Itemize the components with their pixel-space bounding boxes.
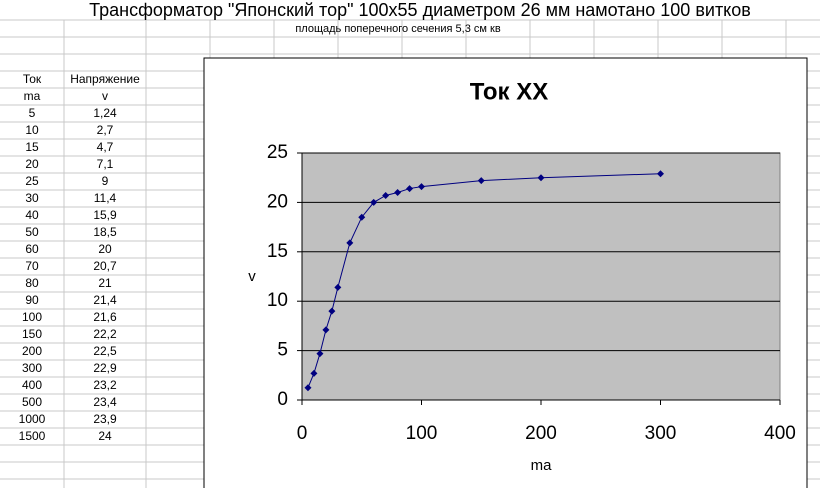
cell: 40 [25, 208, 39, 222]
cell: 50 [25, 225, 39, 239]
y-tick-label: 20 [267, 191, 288, 212]
cell: 200 [22, 344, 42, 358]
y-axis-label: v [248, 268, 256, 285]
cell: 15 [25, 140, 39, 154]
cell: 20 [25, 157, 39, 171]
cell: 1000 [19, 412, 46, 426]
cell: 70 [25, 259, 39, 273]
column-unit: ma [24, 89, 41, 103]
y-tick-label: 15 [267, 241, 288, 262]
cell: 30 [25, 191, 39, 205]
sheet-subtitle: площадь поперечного сечения 5,3 см кв [295, 23, 500, 35]
cell: 5 [29, 106, 36, 120]
sheet-title: Трансформатор "Японский тор" 100x55 диам… [89, 0, 751, 20]
data-point [537, 174, 545, 182]
cell: 4,7 [97, 140, 114, 154]
cell: 7,1 [97, 157, 114, 171]
cell: 22,5 [93, 344, 117, 358]
cell: 1500 [19, 429, 46, 443]
x-tick-label: 400 [764, 423, 796, 444]
cell: 500 [22, 395, 42, 409]
cell: 21,4 [93, 293, 117, 307]
cell: 100 [22, 310, 42, 324]
data-point [304, 384, 312, 392]
cell: 1,24 [93, 106, 117, 120]
cell: 20 [98, 242, 112, 256]
cell: 21,6 [93, 310, 117, 324]
data-point [418, 183, 425, 191]
cell: 9 [102, 174, 109, 188]
cell: 25 [25, 174, 39, 188]
data-point [477, 177, 485, 185]
cell: 15,9 [93, 208, 117, 222]
cell: 21 [98, 276, 112, 290]
cell: 11,4 [94, 191, 117, 205]
y-tick-label: 10 [267, 290, 288, 311]
x-tick-label: 200 [525, 423, 557, 444]
column-header: Напряжение [70, 72, 140, 86]
column-header: Ток [23, 72, 42, 86]
plot-area [301, 152, 781, 401]
x-axis-label: ma [531, 457, 552, 474]
cell: 2,7 [97, 123, 114, 137]
cell: 23,2 [93, 378, 117, 392]
data-point [346, 239, 354, 247]
data-point [406, 185, 414, 193]
cell: 300 [22, 361, 42, 375]
cell: 10 [25, 123, 39, 137]
column-unit: v [102, 89, 108, 103]
cell: 150 [22, 327, 42, 341]
data-point [370, 198, 378, 206]
data-point [316, 350, 324, 358]
y-tick-label: 5 [277, 340, 288, 361]
x-tick-label: 100 [406, 423, 438, 444]
x-tick-label: 0 [297, 423, 308, 444]
cell: 22,9 [93, 361, 117, 375]
data-point [334, 283, 342, 291]
cell: 90 [25, 293, 39, 307]
data-point [382, 191, 390, 199]
cell: 400 [22, 378, 42, 392]
x-tick-label: 300 [645, 423, 677, 444]
data-point [358, 213, 366, 221]
chart-title: Ток XX [470, 78, 549, 105]
y-tick-label: 0 [277, 389, 288, 410]
cell: 22,2 [93, 327, 117, 341]
cell: 80 [25, 276, 39, 290]
cell: 18,5 [93, 225, 117, 239]
data-point [322, 326, 330, 334]
cell: 60 [25, 242, 39, 256]
cell: 23,9 [93, 412, 117, 426]
cell: 23,4 [93, 395, 117, 409]
data-point [657, 170, 664, 178]
cell: 24 [98, 429, 112, 443]
series-line [307, 173, 661, 388]
data-point [394, 189, 402, 197]
data-point [310, 369, 318, 377]
data-point [328, 307, 336, 315]
cell: 20,7 [93, 259, 117, 273]
y-tick-label: 25 [267, 142, 288, 163]
